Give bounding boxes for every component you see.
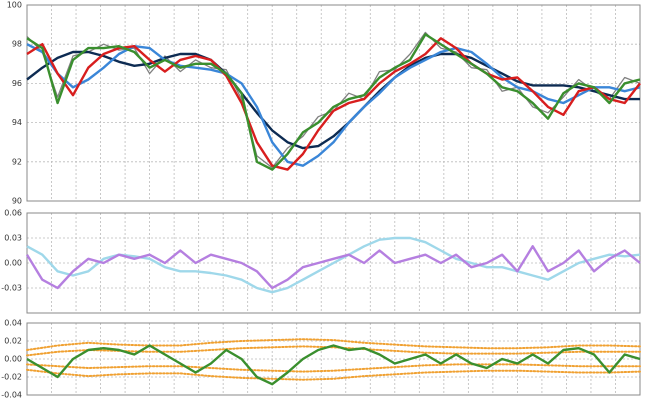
y-tick-label: 94 xyxy=(12,118,22,127)
plot-frame xyxy=(26,4,641,202)
series-line xyxy=(26,345,641,357)
series-line xyxy=(26,344,641,386)
y-tick-label: -0.02 xyxy=(1,373,22,382)
series-line xyxy=(26,50,640,150)
series-line xyxy=(26,37,641,171)
y-tick-label: 0.03 xyxy=(4,234,22,243)
y-tick-label: -0.04 xyxy=(1,391,22,400)
y-tick-label: 98 xyxy=(12,40,22,49)
series-line xyxy=(26,236,641,294)
y-tick-label: 0.02 xyxy=(4,337,22,346)
series-line xyxy=(26,33,641,171)
series-line xyxy=(26,363,641,373)
series-line xyxy=(26,338,641,351)
y-tick-label: 92 xyxy=(12,157,22,166)
y-tick-label: 0.00 xyxy=(4,259,22,268)
y-tick-label: 0.06 xyxy=(4,209,22,218)
y-tick-label: 0.00 xyxy=(4,355,22,364)
y-tick-label: 96 xyxy=(12,79,22,88)
y-tick-label: 100 xyxy=(7,1,22,10)
y-tick-label: 90 xyxy=(12,197,22,206)
series-line xyxy=(26,368,641,381)
series-line xyxy=(25,245,641,290)
y-tick-label: -0.03 xyxy=(1,284,22,293)
y-tick-label: 0.04 xyxy=(4,319,22,328)
